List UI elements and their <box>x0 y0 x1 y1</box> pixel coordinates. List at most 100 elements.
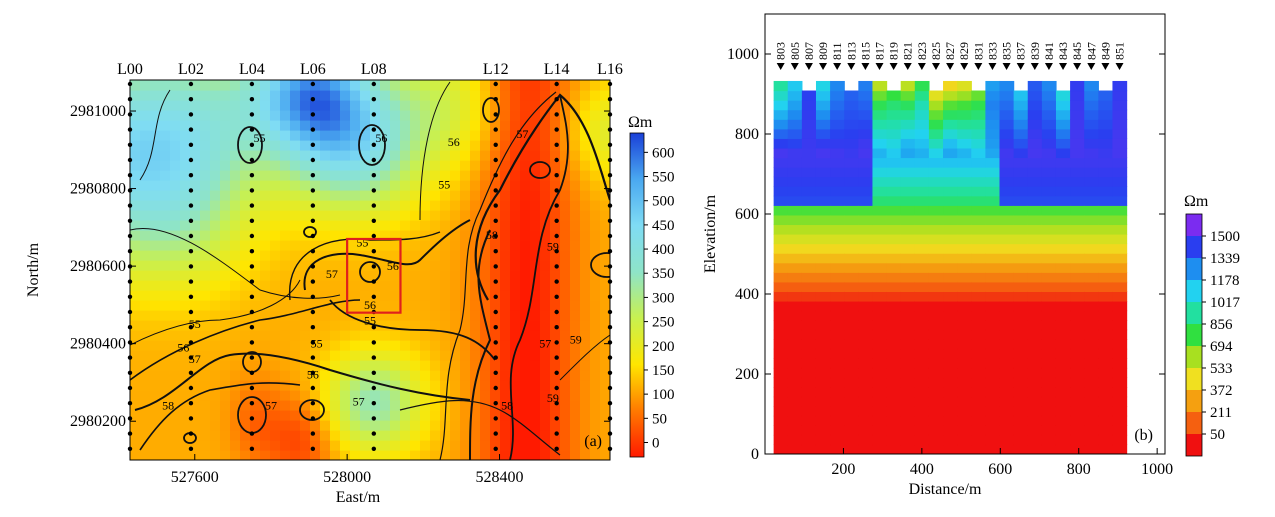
heatmap-cell <box>180 190 191 201</box>
heatmap-cell <box>180 220 191 231</box>
section-cell <box>1098 243 1114 254</box>
heatmap-cell <box>210 170 221 181</box>
heatmap-cell <box>380 120 391 131</box>
y-tick-label: 800 <box>735 126 759 143</box>
heatmap-cell <box>320 170 331 181</box>
section-cells <box>773 80 1128 454</box>
section-cell <box>914 253 930 264</box>
station-823: 823 <box>915 42 929 70</box>
heatmap-cell <box>500 310 511 321</box>
section-cell <box>1013 109 1029 120</box>
heatmap-cell <box>430 260 441 271</box>
station-point <box>249 218 255 223</box>
heatmap-cell <box>220 80 231 91</box>
section-cell <box>886 138 902 149</box>
heatmap-cell <box>210 240 221 251</box>
contour-label: 55 <box>311 337 323 351</box>
station-807: 807 <box>802 42 816 70</box>
heatmap-cell <box>460 210 471 221</box>
heatmap-cell <box>460 190 471 201</box>
heatmap-cell <box>530 250 541 261</box>
heatmap-cell <box>190 170 201 181</box>
heatmap-cell <box>200 170 211 181</box>
heatmap-cell <box>190 160 201 171</box>
heatmap-cell <box>470 390 481 401</box>
heatmap-cell <box>370 310 381 321</box>
heatmap-cell <box>250 120 261 131</box>
section-cell <box>815 195 831 206</box>
section-cell <box>787 291 803 302</box>
heatmap-cell <box>510 160 521 171</box>
section-cell <box>928 300 944 312</box>
section-cell <box>815 138 831 149</box>
section-cell <box>872 90 888 101</box>
section-cell <box>830 186 845 197</box>
section-cell <box>957 291 972 302</box>
station-813: 813 <box>844 42 858 70</box>
heatmap-cell <box>150 360 161 371</box>
heatmap-cell <box>220 140 231 151</box>
heatmap-cell <box>200 80 211 91</box>
contour-label: 55 <box>364 313 376 327</box>
heatmap-cell <box>450 160 461 171</box>
heatmap-cell <box>370 270 381 281</box>
section-cell <box>943 444 958 454</box>
heatmap-cell <box>550 410 561 421</box>
heatmap-cell <box>490 450 501 460</box>
section-cell <box>1098 291 1114 302</box>
heatmap-cell <box>150 280 161 291</box>
heatmap-cell <box>150 230 161 241</box>
heatmap-cell <box>250 370 261 381</box>
heatmap-cell <box>320 320 331 331</box>
heatmap-cell <box>390 260 401 271</box>
station-851: 851 <box>1113 42 1127 70</box>
heatmap-cell <box>190 270 201 281</box>
heatmap-cell <box>190 110 201 121</box>
section-cell <box>830 377 845 388</box>
heatmap-cell <box>280 320 291 331</box>
heatmap-cell <box>480 410 491 421</box>
heatmap-cell <box>440 130 451 141</box>
section-cell <box>985 377 1001 388</box>
heatmap-cell <box>560 150 571 161</box>
section-cell <box>886 214 902 226</box>
section-cell <box>999 377 1015 388</box>
heatmap-cell <box>280 80 291 91</box>
contour-label: 55 <box>438 178 450 192</box>
section-cell <box>858 80 874 92</box>
section-cell <box>900 224 916 235</box>
section-cell <box>900 128 916 139</box>
colorbar-tick-label: 1500 <box>1210 229 1240 245</box>
heatmap-cell <box>200 180 211 191</box>
heatmap-cell <box>330 100 341 111</box>
section-cell <box>787 234 803 245</box>
section-cell <box>957 119 972 130</box>
heatmap-cell <box>280 250 291 261</box>
heatmap-cell <box>150 140 161 151</box>
heatmap-cell <box>510 320 521 331</box>
station-label: 829 <box>957 42 971 60</box>
heatmap-cell <box>560 90 571 101</box>
section-cell <box>1055 205 1071 216</box>
heatmap-cell <box>530 190 541 201</box>
section-cell <box>1027 224 1043 235</box>
heatmap-cell <box>330 360 341 371</box>
heatmap-cell <box>130 240 141 251</box>
colorbar-tick-label: 1178 <box>1210 273 1239 289</box>
heatmap-cell <box>360 310 371 321</box>
heatmap-cell <box>220 320 231 331</box>
heatmap-cell <box>230 190 241 201</box>
heatmap-cell <box>210 320 221 331</box>
section-cell <box>985 243 1001 254</box>
section-cell <box>957 147 972 159</box>
station-marker <box>1101 63 1110 70</box>
heatmap-cell <box>210 270 221 281</box>
section-cell <box>1070 281 1085 292</box>
section-cell <box>886 348 902 359</box>
heatmap-cell <box>290 200 301 211</box>
heatmap-cell <box>230 430 241 441</box>
heatmap-cell <box>160 140 171 151</box>
heatmap-cell <box>300 410 311 421</box>
heatmap-cell <box>180 350 191 361</box>
section-cell <box>787 367 803 379</box>
